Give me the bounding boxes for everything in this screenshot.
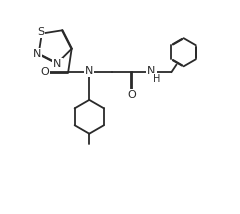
Text: O: O — [40, 67, 49, 77]
Text: H: H — [153, 74, 160, 84]
Text: O: O — [127, 90, 136, 100]
Text: S: S — [37, 27, 44, 37]
Text: N: N — [53, 59, 62, 69]
Text: N: N — [33, 49, 41, 59]
Text: N: N — [147, 66, 156, 76]
Text: N: N — [85, 66, 93, 76]
